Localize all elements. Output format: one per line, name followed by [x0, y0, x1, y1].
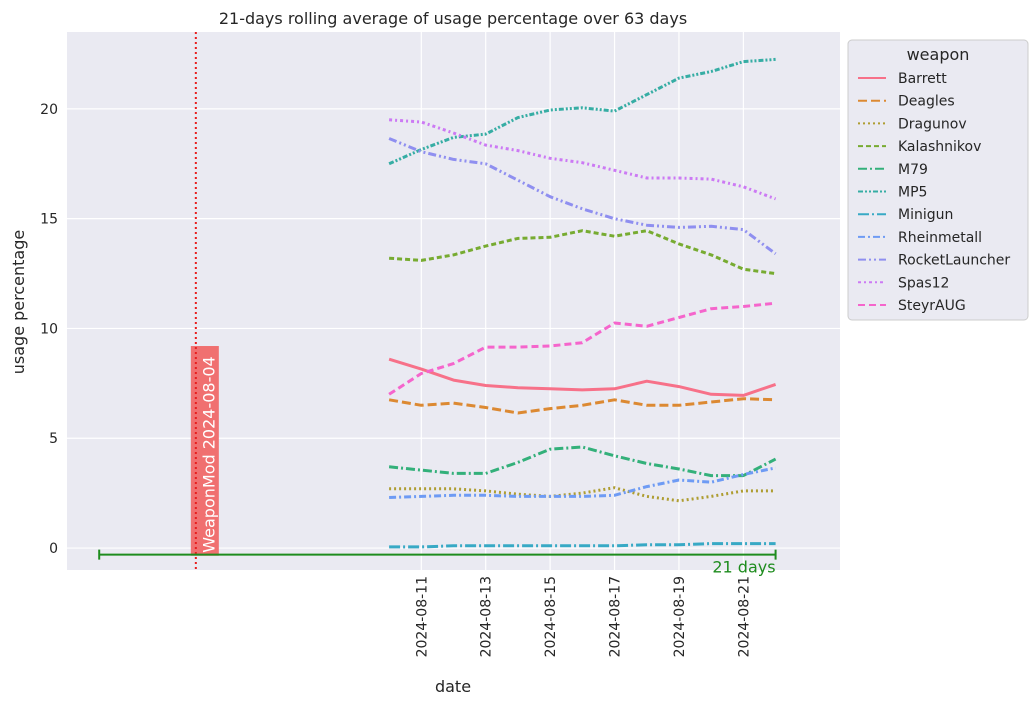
legend-label: MP5	[898, 185, 927, 201]
y-tick-label: 0	[49, 541, 58, 557]
legend-frame	[847, 39, 1029, 321]
span-label: 21 days	[712, 558, 775, 577]
series-line-rheinmetall	[389, 466, 776, 499]
legend-label: Deagles	[898, 94, 955, 110]
legend-label: Minigun	[898, 207, 953, 223]
legend-label: Rheinmetall	[898, 230, 982, 246]
y-tick-label: 20	[40, 102, 58, 118]
y-axis-label: usage percentage	[9, 230, 28, 374]
legend-label: Spas12	[898, 275, 949, 291]
y-tick-label: 5	[49, 431, 58, 447]
x-tick-label: 2024-08-17	[608, 576, 624, 657]
series-line-barrett	[388, 357, 777, 397]
x-tick-label: 2024-08-11	[414, 576, 430, 657]
annotation-box	[190, 346, 219, 556]
legend-label: Kalashnikov	[898, 139, 981, 155]
x-tick-label: 2024-08-13	[479, 576, 495, 657]
legend-items: Barrett Deagles Dragunov Kalashnikov M79 MP5 M…	[858, 71, 1010, 314]
annotation-label: WeaponMod 2024-08-04	[199, 356, 218, 552]
y-tick-label: 15	[40, 212, 58, 228]
series-lines	[388, 57, 777, 549]
x-tick-labels: 2024-08-11 2024-08-13 2024-08-15 2024-08-17…	[414, 576, 752, 657]
y-tick-label: 10	[40, 321, 58, 337]
chart-title: 21-days rolling average of usage percent…	[219, 9, 687, 28]
legend-label: Barrett	[898, 71, 947, 87]
annotations-back	[190, 346, 219, 556]
series-line-spas12	[388, 118, 777, 201]
x-tick-label: 2024-08-19	[672, 576, 688, 657]
legend-label: Dragunov	[898, 116, 967, 132]
series-line-minigun	[389, 542, 776, 549]
series-line-kalashnikov	[388, 229, 776, 276]
series-line-steyraug	[388, 301, 776, 396]
series-line-rocketlauncher	[388, 137, 777, 255]
series-line-mp5	[388, 57, 776, 166]
legend-label: RocketLauncher	[898, 253, 1010, 269]
series-line-m79	[388, 445, 777, 478]
annotations-front: WeaponMod 2024-08-04 21 days	[98, 32, 777, 577]
y-tick-labels: 0 5 10 15 20	[40, 102, 58, 557]
x-axis-label: date	[435, 677, 471, 696]
plot-background	[67, 32, 840, 570]
x-tick-label: 2024-08-15	[543, 576, 559, 657]
x-tick-label: 2024-08-21	[736, 576, 752, 657]
legend-label: M79	[898, 162, 928, 178]
legend-label: SteyrAUG	[898, 298, 966, 314]
legend-title: weapon	[907, 45, 970, 64]
legend: weapon Barrett Deagles Dragunov Kalashnikov…	[847, 39, 1029, 321]
